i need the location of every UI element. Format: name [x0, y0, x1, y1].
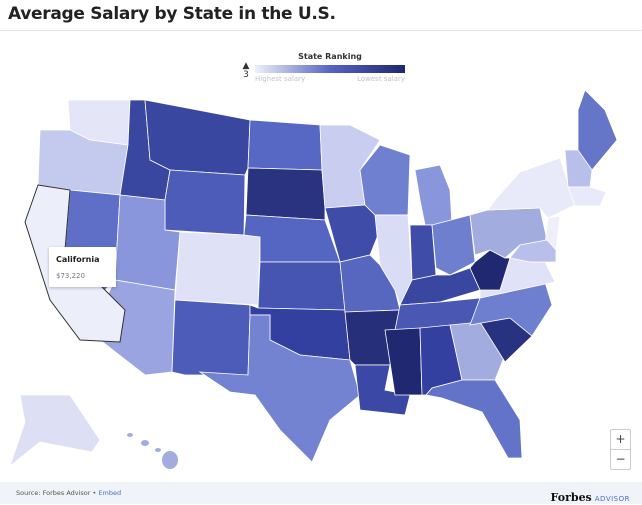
state-wv[interactable] [469, 249, 511, 291]
legend-title: State Ranking [298, 52, 362, 61]
zoom-out-button[interactable]: − [611, 449, 630, 469]
legend-marker-value: 3 [243, 70, 249, 80]
state-tx[interactable] [198, 314, 361, 463]
state-ak[interactable] [9, 394, 101, 468]
state-fl[interactable] [425, 379, 523, 459]
state-ms[interactable] [384, 327, 423, 396]
source-text: Source: Forbes Advisor • Embed [16, 489, 121, 497]
state-nh[interactable] [564, 149, 593, 188]
state-md[interactable] [509, 239, 557, 263]
forbes-advisor-logo: Forbes ADVISOR [551, 486, 630, 505]
legend-high-label: Lowest salary [357, 75, 405, 83]
state-nd[interactable] [247, 119, 323, 171]
embed-link[interactable]: Embed [98, 489, 122, 497]
brand-name: Forbes [550, 491, 592, 504]
state-mt[interactable] [144, 99, 251, 176]
state-mi[interactable] [414, 164, 453, 226]
state-hi-island[interactable] [141, 440, 149, 446]
divider [0, 30, 642, 31]
footer: Source: Forbes Advisor • Embed Forbes ADV… [0, 482, 642, 504]
state-co[interactable] [174, 231, 261, 306]
state-ma[interactable] [567, 186, 607, 207]
zoom-in-button[interactable]: + [615, 432, 626, 446]
state-ks[interactable] [257, 261, 346, 311]
state-tooltip: California $73,220 [49, 247, 116, 287]
legend: State Ranking Highest salary Lowest sala… [243, 52, 405, 83]
legend-marker-icon: ▲ [242, 61, 250, 71]
tooltip-salary-value: $73,220 [56, 272, 85, 280]
state-nm[interactable] [171, 299, 251, 376]
brand-sub: ADVISOR [594, 495, 630, 503]
state-hi-island[interactable] [127, 433, 133, 437]
legend-marker: ▲ 3 [241, 62, 251, 80]
state-in[interactable] [409, 224, 437, 281]
state-wy[interactable] [164, 169, 246, 236]
separator: • [90, 489, 99, 497]
state-ky[interactable] [399, 267, 481, 306]
tooltip-state-name: California [56, 255, 100, 264]
state-hi-island[interactable] [162, 451, 178, 469]
source-label: Source: Forbes Advisor [16, 489, 91, 497]
state-sd[interactable] [245, 167, 326, 221]
zoom-controls: + − [610, 429, 631, 470]
page-title: Average Salary by State in the U.S. [8, 4, 336, 24]
state-oh[interactable] [431, 214, 476, 276]
legend-low-label: Highest salary [255, 75, 306, 83]
legend-gradient [255, 65, 405, 73]
state-hi-island[interactable] [155, 448, 161, 452]
